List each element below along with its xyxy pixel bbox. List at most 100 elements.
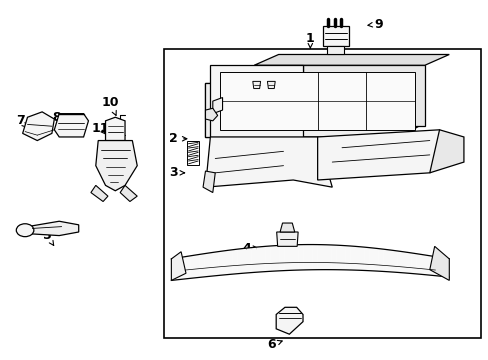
Polygon shape [326,245,331,270]
Polygon shape [276,307,303,334]
Polygon shape [279,245,284,271]
Polygon shape [260,246,265,272]
Polygon shape [397,251,401,273]
Polygon shape [444,258,448,277]
Polygon shape [293,245,298,270]
Polygon shape [406,252,411,274]
Polygon shape [171,258,176,280]
Bar [163,49,480,338]
Polygon shape [227,250,232,275]
Polygon shape [276,232,298,246]
Polygon shape [383,249,387,272]
Circle shape [16,224,34,237]
Polygon shape [205,83,259,137]
Text: 6: 6 [266,338,282,351]
Polygon shape [387,250,392,272]
Text: 7: 7 [16,114,27,128]
Polygon shape [96,140,137,191]
Polygon shape [312,244,317,270]
Polygon shape [256,247,260,272]
Polygon shape [303,65,400,137]
Polygon shape [205,83,303,137]
Polygon shape [439,257,444,276]
Polygon shape [274,246,279,271]
Polygon shape [303,65,400,137]
Text: 3: 3 [169,166,184,179]
Polygon shape [190,255,195,278]
Polygon shape [322,245,326,270]
Polygon shape [354,246,359,270]
Polygon shape [267,81,275,89]
Polygon shape [331,245,336,270]
Polygon shape [411,253,415,274]
Text: 9: 9 [367,18,382,31]
Polygon shape [91,185,108,202]
Polygon shape [181,257,185,279]
Polygon shape [251,247,256,273]
Polygon shape [259,65,400,83]
Polygon shape [298,244,303,270]
Polygon shape [252,81,260,89]
Polygon shape [212,98,222,114]
Polygon shape [322,26,348,45]
Polygon shape [218,251,223,275]
Polygon shape [232,249,237,274]
Polygon shape [434,257,439,276]
Polygon shape [210,65,303,137]
Polygon shape [303,244,307,270]
Polygon shape [429,246,448,280]
Polygon shape [284,245,288,271]
Polygon shape [368,248,373,271]
Polygon shape [171,252,185,280]
Polygon shape [392,250,397,273]
Text: 5: 5 [42,229,54,246]
Polygon shape [254,54,448,65]
Polygon shape [415,254,420,274]
Polygon shape [359,247,364,270]
Polygon shape [307,244,312,270]
Polygon shape [22,112,54,140]
Polygon shape [425,255,429,275]
Polygon shape [237,249,242,274]
Polygon shape [429,130,463,173]
Text: 1: 1 [305,32,314,48]
Text: 4: 4 [242,242,257,255]
Polygon shape [199,254,204,277]
Polygon shape [203,171,215,193]
Polygon shape [336,245,340,270]
Polygon shape [246,248,251,273]
Polygon shape [327,45,344,54]
Polygon shape [364,247,368,271]
Polygon shape [373,248,378,271]
Polygon shape [204,253,208,277]
Polygon shape [105,117,125,140]
Polygon shape [303,65,424,126]
Text: 11: 11 [92,122,109,135]
Polygon shape [120,185,137,202]
Text: 10: 10 [102,96,119,116]
Polygon shape [345,246,350,270]
Polygon shape [280,223,294,232]
Polygon shape [27,221,79,235]
Polygon shape [317,130,453,180]
Polygon shape [340,246,345,270]
Text: 8: 8 [52,111,66,124]
Polygon shape [429,256,434,276]
Polygon shape [176,257,181,280]
Polygon shape [208,252,213,276]
Polygon shape [54,114,88,137]
Polygon shape [185,256,190,279]
Polygon shape [242,248,246,273]
Polygon shape [223,250,227,275]
Text: 2: 2 [169,132,186,145]
Polygon shape [220,72,414,130]
Polygon shape [420,255,425,275]
Polygon shape [350,246,354,270]
Polygon shape [378,249,383,271]
Polygon shape [270,246,274,271]
Polygon shape [265,246,270,271]
Polygon shape [288,245,293,270]
Polygon shape [317,244,322,270]
Polygon shape [205,108,217,121]
Polygon shape [213,252,218,276]
